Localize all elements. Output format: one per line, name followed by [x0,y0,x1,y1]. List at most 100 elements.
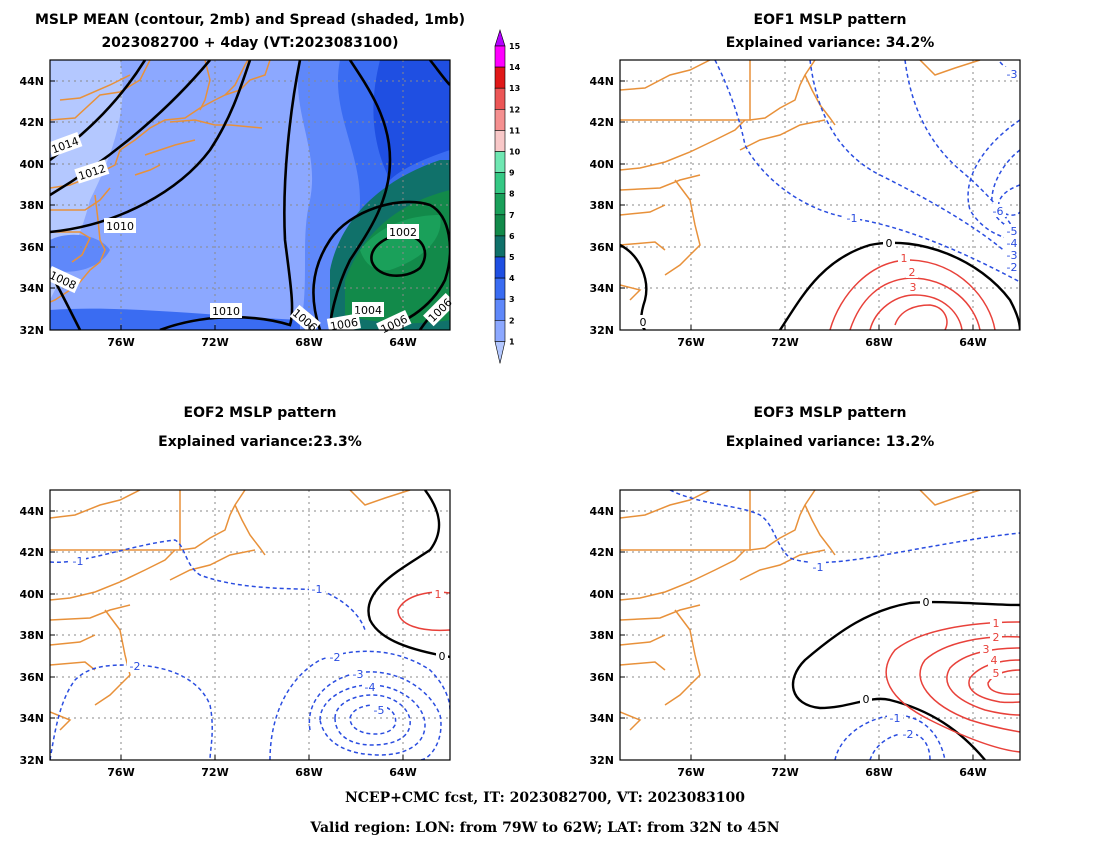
longitude-tick-label: 72W [201,766,228,779]
colorbar-level-label: 14 [509,63,521,72]
contour-label: -3 [1007,249,1018,262]
eof1-contours [620,60,1020,330]
eof1-panel: EOF1 MSLP pattern Explained variance: 34… [589,12,1021,349]
latitude-tick-label: 38N [19,199,44,212]
contour-label: 0 [640,316,647,329]
colorbar-level-label: 15 [509,42,521,51]
longitude-tick-label: 72W [771,766,798,779]
longitude-tick-label: 64W [389,766,416,779]
contour-label: -1 [312,583,323,596]
latitude-tick-label: 32N [19,324,44,337]
eof2-title: EOF2 MSLP pattern [184,405,337,421]
colorbar-box [494,256,506,279]
contour-label: -3 [1007,68,1018,81]
contour-label: -1 [890,712,901,725]
latitude-tick-label: 36N [589,241,614,254]
colorbar-level-label: 5 [509,253,515,262]
longitude-tick-label: 76W [107,336,134,349]
colorbar-box [494,193,506,216]
eof3-contour-labels: -1 0 0 1 2 3 4 5 -1 -2 [810,560,1002,741]
latitude-tick-label: 42N [19,116,44,129]
longitude-tick-label: 76W [677,336,704,349]
colorbar-box [494,87,506,110]
eof2-contours [50,490,450,760]
contour-label: 1010 [212,305,240,318]
contour-label: 0 [886,237,893,250]
latitude-tick-label: 42N [19,546,44,559]
contour-label: -4 [1007,237,1018,250]
colorbar-box [494,66,506,89]
contour-label: 1006 [329,316,359,334]
eof1-contour-labels: -3 -1 0 1 2 3 -6 -5 -4 -3 -2 0 [637,67,1020,329]
latitude-tick-label: 34N [589,282,614,295]
colorbar-box [494,45,506,68]
contour-label: -4 [365,681,376,694]
contour-label: 0 [439,650,446,663]
colorbar-level-label: 3 [509,295,515,304]
colorbar-box [494,319,506,342]
longitude-tick-label: 68W [865,336,892,349]
longitude-tick-label: 68W [295,766,322,779]
eof2-panel: EOF2 MSLP pattern Explained variance:23.… [19,405,451,779]
colorbar-box [494,298,506,321]
eof1-title: EOF1 MSLP pattern [754,12,907,28]
footer-valid-region: Valid region: LON: from 79W to 62W; LAT:… [309,820,779,836]
latitude-tick-label: 36N [589,671,614,684]
contour-label: -2 [130,660,141,673]
longitude-tick-label: 64W [389,336,416,349]
eof3-title: EOF3 MSLP pattern [754,405,907,421]
longitude-tick-label: 72W [771,336,798,349]
eof2-coastline [50,490,411,731]
longitude-tick-label: 76W [677,766,704,779]
contour-label: -6 [993,205,1004,218]
colorbar-level-label: 10 [509,148,521,157]
footer-forecast-info: NCEP+CMC fcst, IT: 2023082700, VT: 20230… [345,790,745,806]
latitude-tick-label: 40N [589,588,614,601]
latitude-tick-label: 40N [19,588,44,601]
latitude-tick-label: 36N [19,241,44,254]
eof3-coastline [620,490,981,731]
colorbar-box [494,151,506,173]
latitude-tick-label: 34N [589,712,614,725]
colorbar-box [494,130,506,152]
contour-label: 5 [993,667,1000,680]
longitude-tick-label: 64W [959,766,986,779]
axis-labels: 44N 42N 40N 38N 36N 34N 32N 76W 72W 68W 64W [589,75,986,349]
contour-label: 3 [983,643,990,656]
contour-label: 1 [993,617,1000,630]
latitude-tick-label: 34N [19,282,44,295]
contour-label: -2 [903,728,914,741]
contour-label: -2 [1007,261,1018,274]
eof3-subtitle: Explained variance: 13.2% [726,434,935,450]
axis-labels: 44N 42N 40N 38N 36N 34N 32N 76W 72W 68W 64W [19,75,416,349]
colorbar-box [494,214,506,237]
colorbar-level-label: 8 [509,190,515,199]
contour-label: 2 [993,631,1000,644]
colorbar-level-label: 7 [509,211,515,220]
latitude-tick-label: 42N [589,116,614,129]
spread-shading [50,60,450,330]
longitude-tick-label: 68W [865,766,892,779]
eof3-contours [669,490,1020,760]
colorbar-level-label: 9 [509,169,515,178]
colorbar-level-label: 11 [509,126,521,135]
contour-label: -1 [73,555,84,568]
latitude-tick-label: 38N [19,629,44,642]
contour-label: -2 [330,651,341,664]
colorbar-min-arrow [494,341,506,364]
contour-label: 1 [435,588,442,601]
mean-coastline [50,60,271,303]
contour-label: -1 [813,561,824,574]
eof1-coastline [620,60,981,301]
eof2-subtitle: Explained variance:23.3% [158,434,362,450]
colorbar-level-label: 13 [509,84,520,93]
mean-panel-subtitle: 2023082700 + 4day (VT:2023083100) [101,35,398,51]
contour-label: 1004 [354,304,382,317]
axis-labels: 44N 42N 40N 38N 36N 34N 32N 76W 72W 68W 64W [589,505,986,779]
contour-label: -1 [847,212,858,225]
latitude-tick-label: 36N [19,671,44,684]
latitude-tick-label: 44N [19,75,44,88]
contour-label: 1 [901,252,908,265]
longitude-tick-label: 64W [959,336,986,349]
latitude-tick-label: 34N [19,712,44,725]
